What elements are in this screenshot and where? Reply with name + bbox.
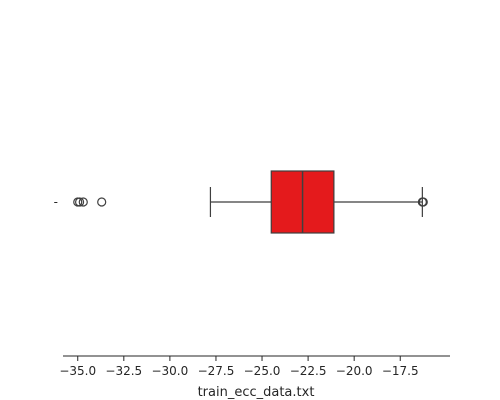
x-tick-label-0: −35.0 [59, 364, 96, 378]
outlier-point-2 [78, 197, 88, 207]
x-axis-ticks: −35.0 −32.5 −30.0 −27.5 −25.0 −22.5 −20.0 −17.5 [59, 356, 419, 378]
x-tick-label-2: −30.0 [151, 364, 188, 378]
x-axis-label: train_ecc_data.txt [198, 385, 315, 400]
x-tick-label-3: −27.5 [198, 364, 235, 378]
category-label: - [54, 195, 58, 209]
x-tick-label-5: −22.5 [290, 364, 327, 378]
x-tick-label-6: −20.0 [336, 364, 373, 378]
outlier-point-1 [74, 197, 85, 207]
outlier-point-3 [97, 197, 107, 207]
x-tick-label-4: −25.0 [244, 364, 281, 378]
plot-area [73, 170, 428, 234]
x-tick-label-1: −32.5 [105, 364, 142, 378]
x-tick-label-7: −17.5 [382, 364, 419, 378]
outlier-point-5 [418, 197, 428, 207]
